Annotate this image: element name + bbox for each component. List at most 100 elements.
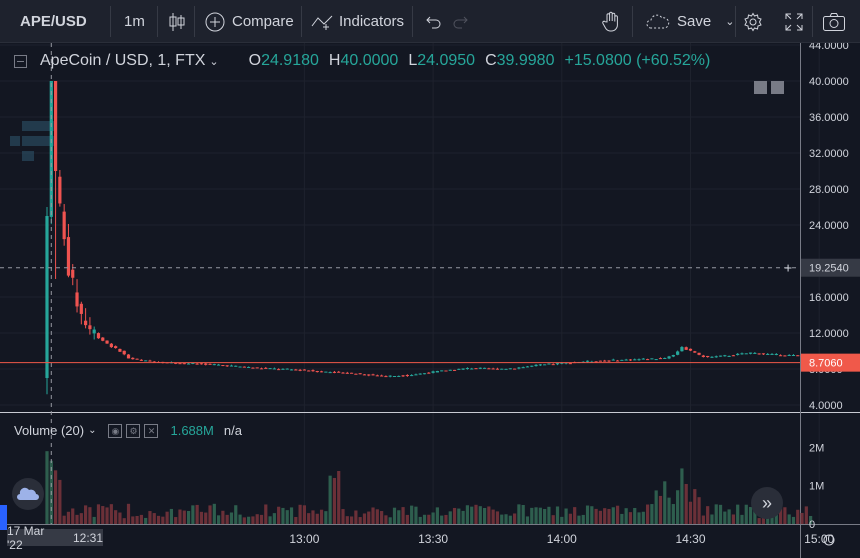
volume-title[interactable]: Volume (20) [14, 423, 85, 438]
series-title[interactable]: ApeCoin / USD, 1, FTX [40, 52, 206, 69]
scroll-to-realtime-button[interactable]: » [751, 487, 783, 519]
volume-bar [131, 516, 135, 524]
volume-bar [388, 517, 392, 524]
undo-icon[interactable] [424, 0, 442, 43]
volume-bar [701, 515, 705, 524]
volume-bar [744, 504, 748, 524]
separator [735, 6, 736, 37]
volume-bar [517, 504, 521, 524]
candle [766, 353, 770, 355]
candle [427, 372, 431, 374]
volume-bar [787, 514, 791, 524]
candle [646, 358, 650, 361]
indicators-button[interactable]: Indicators [311, 0, 404, 43]
volume-bar [667, 497, 671, 524]
candle-body [135, 358, 139, 360]
chevron-down-icon[interactable]: ⌄ [88, 425, 97, 436]
redo-icon[interactable] [452, 0, 470, 43]
candle-body [242, 366, 246, 368]
close-value: 39.9980 [496, 52, 555, 69]
volume-bar [178, 509, 182, 524]
price-tick-label: 44.0000 [809, 40, 849, 52]
price-tick-label: 12.0000 [809, 328, 849, 340]
candle [465, 367, 470, 370]
candle [448, 369, 452, 371]
candle-body [324, 371, 328, 373]
candle-body [508, 368, 512, 370]
volume-bar [470, 506, 474, 524]
candle [212, 363, 216, 366]
candle [470, 367, 474, 370]
volume-bar [633, 507, 637, 524]
candle-body [461, 368, 465, 370]
candle-body [405, 375, 409, 377]
candle-body [560, 362, 564, 364]
volume-bar [731, 514, 735, 524]
collapse-legend-icon[interactable] [14, 54, 27, 68]
time-tick-label: 14:00 [547, 532, 577, 546]
volume-bar [650, 504, 654, 524]
volume-bar [165, 511, 169, 524]
candle-body [397, 375, 401, 377]
gear-icon[interactable]: ⚙ [126, 423, 141, 438]
candle-body [152, 361, 156, 363]
candle-body [75, 292, 79, 307]
camera-icon[interactable] [822, 0, 846, 43]
candle [247, 366, 251, 368]
volume-bar [435, 507, 439, 524]
candle [641, 357, 645, 360]
candle [680, 346, 684, 352]
volume-bar [208, 505, 212, 524]
compare-button[interactable]: Compare [205, 0, 294, 43]
candle [418, 373, 422, 375]
volume-bar [753, 505, 757, 524]
candle-body [349, 372, 354, 374]
candle-body [723, 355, 727, 357]
candle-style-icon[interactable] [168, 0, 186, 43]
candle [58, 169, 62, 207]
symbol-search[interactable]: APE/USD [20, 13, 87, 30]
volume-bar [242, 517, 246, 524]
candle [92, 326, 96, 340]
eye-icon[interactable]: ◉ [108, 423, 123, 438]
volume-bar [126, 503, 131, 524]
candle-body [418, 373, 422, 375]
close-icon[interactable]: ✕ [144, 423, 159, 438]
interval-button[interactable]: 1m [124, 13, 145, 30]
candle [603, 359, 607, 362]
candle [242, 366, 246, 368]
chevron-down-icon[interactable]: ⌄ [209, 55, 219, 68]
logo-button[interactable] [12, 478, 44, 510]
volume-bar [255, 514, 259, 524]
candle-body [148, 360, 152, 362]
crosshair-price-badge [801, 258, 860, 277]
candle [787, 354, 791, 357]
hand-icon[interactable] [601, 0, 621, 43]
candle-body [208, 363, 212, 365]
candle [628, 358, 633, 362]
fullscreen-icon[interactable] [785, 0, 803, 43]
candle-body [371, 374, 375, 376]
volume-bar [452, 507, 457, 524]
candle [770, 353, 774, 355]
candle-body [641, 358, 645, 360]
candle [264, 366, 268, 369]
candle [684, 346, 688, 350]
candle [135, 358, 139, 360]
candle [414, 373, 418, 376]
candle [701, 354, 705, 358]
candle [478, 367, 482, 370]
candle-body [757, 353, 761, 355]
candle [384, 375, 388, 378]
save-button[interactable]: Save ⌄ [645, 0, 734, 43]
chevron-down-icon[interactable]: ⌄ [725, 16, 735, 28]
volume-bar [500, 514, 504, 524]
gear-icon[interactable] [743, 0, 763, 43]
candle [272, 367, 276, 370]
volume-bar [405, 514, 409, 524]
candle [710, 356, 714, 358]
candle-body [255, 367, 259, 369]
indicators-icon [311, 15, 333, 30]
candle [530, 365, 534, 368]
